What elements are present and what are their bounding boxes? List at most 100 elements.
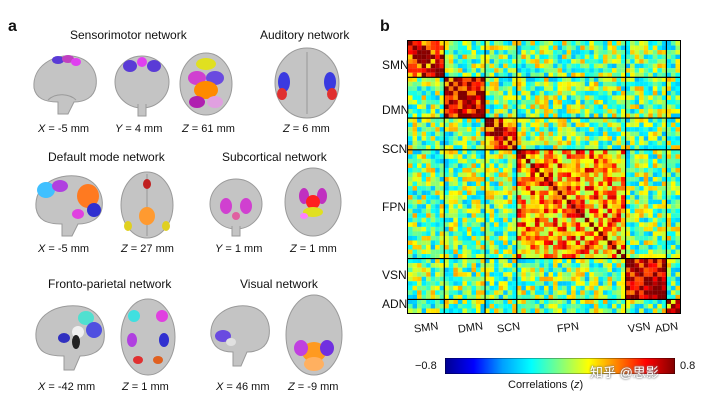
heatmap-cell <box>544 272 549 277</box>
heatmap-cell <box>507 59 513 64</box>
heatmap-cell <box>634 285 640 291</box>
heatmap-cell <box>476 140 481 146</box>
heatmap-cell <box>435 104 440 110</box>
heatmap-cell <box>539 149 545 155</box>
heatmap-cell <box>598 136 604 141</box>
heatmap-cell <box>444 145 449 150</box>
heatmap-cell <box>584 50 590 55</box>
heatmap-cell <box>639 109 644 114</box>
heatmap-cell <box>612 231 617 237</box>
heatmap-cell <box>453 45 458 51</box>
heatmap-cell <box>435 217 440 223</box>
heatmap-cell <box>625 59 631 64</box>
heatmap-cell <box>453 41 458 46</box>
heatmap-cell <box>408 86 413 91</box>
heatmap-cell <box>417 299 422 305</box>
heatmap-cell <box>589 226 594 232</box>
heatmap-cell <box>639 195 644 200</box>
heatmap-cell <box>516 140 522 146</box>
heatmap-cell <box>580 118 585 123</box>
heatmap-cell <box>616 235 622 241</box>
heatmap-cell <box>607 86 613 91</box>
heatmap-cell <box>498 113 504 119</box>
heatmap-cell <box>589 104 594 110</box>
heatmap-cell <box>503 208 508 214</box>
heatmap-cell <box>670 127 676 132</box>
heatmap-cell <box>593 149 599 155</box>
heatmap-cell <box>657 136 662 141</box>
heatmap-cell <box>571 45 576 51</box>
heatmap-cell <box>439 308 445 313</box>
heatmap-cell <box>616 272 622 277</box>
heatmap-cell <box>621 118 626 123</box>
coord-label: Y = 4 mm <box>115 123 163 135</box>
heatmap-cell <box>553 272 558 277</box>
heatmap-cell <box>598 158 604 164</box>
heatmap-cell <box>670 294 676 300</box>
heatmap-cell <box>534 167 540 173</box>
heatmap-cell <box>670 240 676 246</box>
heatmap-cell <box>612 109 617 114</box>
heatmap-cell <box>485 226 490 232</box>
heatmap-cell <box>670 299 676 305</box>
heatmap-cell <box>462 140 468 146</box>
heatmap-cell <box>534 136 540 141</box>
correlation-matrix-heatmap <box>407 40 681 314</box>
heatmap-cell <box>439 263 445 268</box>
heatmap-cell <box>439 190 445 196</box>
heatmap-cell <box>485 127 490 132</box>
heatmap-cell <box>421 267 427 273</box>
heatmap-cell <box>426 281 431 286</box>
heatmap-cell <box>557 217 563 223</box>
heatmap-cell <box>426 199 431 205</box>
heatmap-cell <box>625 95 631 101</box>
heatmap-cell <box>616 90 622 96</box>
heatmap-cell <box>661 195 667 200</box>
heatmap-cell <box>485 109 490 114</box>
heatmap-cell <box>408 222 413 227</box>
heatmap-cell <box>652 149 658 155</box>
heatmap-cell <box>426 181 431 187</box>
heatmap-cell <box>589 258 594 264</box>
heatmap-cell <box>512 118 517 123</box>
heatmap-cell <box>602 281 608 286</box>
heatmap-cell <box>675 190 680 196</box>
heatmap-cell <box>580 172 585 178</box>
heatmap-cell <box>476 118 481 123</box>
heatmap-cell <box>408 190 413 196</box>
heatmap-cell <box>507 149 513 155</box>
heatmap-cell <box>557 54 563 60</box>
heatmap-cell <box>571 167 576 173</box>
heatmap-cell <box>444 118 449 123</box>
heatmap-cell <box>516 68 522 73</box>
heatmap-cell <box>548 122 554 128</box>
heatmap-cell <box>607 204 613 209</box>
heatmap-cell <box>507 263 513 268</box>
heatmap-cell <box>670 109 676 114</box>
heatmap-cell <box>584 186 590 191</box>
heatmap-cell <box>553 127 558 132</box>
heatmap-cell <box>571 276 576 282</box>
heatmap-cell <box>648 68 653 73</box>
heatmap-cell <box>494 190 499 196</box>
heatmap-cell <box>448 127 454 132</box>
heatmap-cell <box>489 231 495 237</box>
heatmap-cell <box>661 95 667 101</box>
heatmap-cell <box>439 231 445 237</box>
heatmap-cell <box>512 208 517 214</box>
heatmap-cell <box>417 245 422 250</box>
heatmap-cell <box>639 281 644 286</box>
heatmap-cell <box>548 45 554 51</box>
heatmap-cell <box>657 45 662 51</box>
heatmap-cell <box>494 41 499 46</box>
heatmap-cell <box>566 63 572 69</box>
heatmap-cell <box>544 41 549 46</box>
heatmap-cell <box>525 127 531 132</box>
heatmap-cell <box>489 204 495 209</box>
heatmap-cell <box>625 99 631 105</box>
heatmap-cell <box>657 222 662 227</box>
heatmap-cell <box>571 181 576 187</box>
heatmap-cell <box>507 41 513 46</box>
heatmap-cell <box>480 177 486 182</box>
heatmap-cell <box>557 231 563 237</box>
